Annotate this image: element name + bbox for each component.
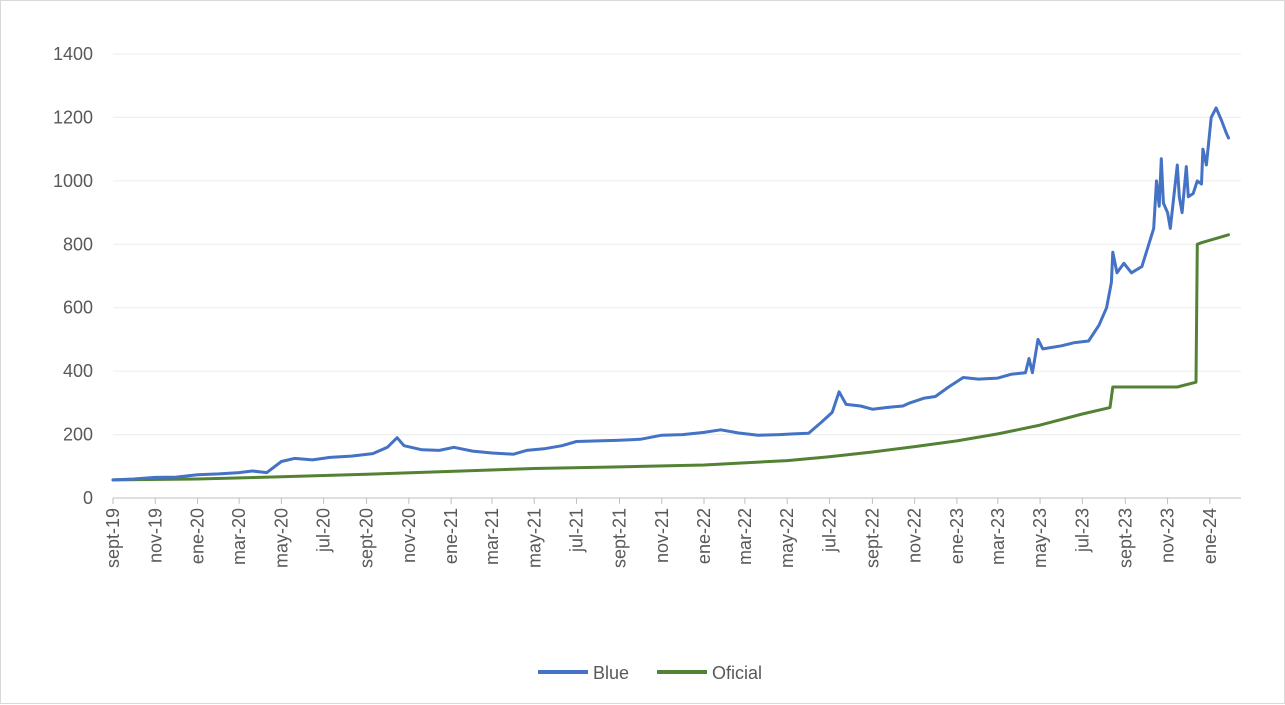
y-tick-label: 1000 — [53, 171, 93, 191]
x-tick-label: ene-22 — [694, 508, 714, 564]
x-tick-label: nov-21 — [652, 508, 672, 563]
x-tick-label: nov-20 — [399, 508, 419, 563]
y-tick-label: 600 — [63, 298, 93, 318]
x-tick-label: ene-24 — [1200, 508, 1220, 564]
y-tick-label: 800 — [63, 234, 93, 254]
legend-label-oficial: Oficial — [712, 663, 762, 683]
x-tick-label: ene-21 — [441, 508, 461, 564]
x-tick-label: may-23 — [1030, 508, 1050, 568]
series-line-oficial — [111, 233, 1230, 482]
y-tick-label: 400 — [63, 361, 93, 381]
legend: Blue Oficial — [538, 663, 762, 683]
x-tick-label: jul-22 — [819, 508, 839, 553]
x-tick-label: nov-19 — [145, 508, 165, 563]
x-tick-label: mar-20 — [229, 508, 249, 565]
x-tick-label: may-20 — [271, 508, 291, 568]
y-tick-label: 1400 — [53, 44, 93, 64]
x-tick-label: nov-23 — [1158, 508, 1178, 563]
x-tick-label: may-21 — [524, 508, 544, 568]
x-tick-label: jul-20 — [314, 508, 334, 553]
x-tick-label: sept-21 — [609, 508, 629, 568]
x-tick-label: may-22 — [777, 508, 797, 568]
legend-label-blue: Blue — [593, 663, 629, 683]
x-tick-label: sept-22 — [862, 508, 882, 568]
x-tick-label: nov-22 — [905, 508, 925, 563]
y-tick-label: 0 — [83, 488, 93, 508]
x-tick-label: jul-21 — [567, 508, 587, 553]
x-tick-label: sept-20 — [357, 508, 377, 568]
x-tick-label: sept-19 — [103, 508, 123, 568]
gridlines — [113, 53, 1241, 436]
axes: 0 200 400 600 800 1000 1200 1400 sept-19 nov-19 en… — [53, 44, 1241, 568]
x-tick-label: mar-23 — [988, 508, 1008, 565]
x-tick-label: sept-23 — [1115, 508, 1135, 568]
x-tick-label: mar-21 — [482, 508, 502, 565]
y-tick-label: 200 — [63, 425, 93, 445]
x-tick-label: ene-20 — [188, 508, 208, 564]
x-tick-label: ene-23 — [947, 508, 967, 564]
x-tick-label: jul-23 — [1072, 508, 1092, 553]
series-lines — [111, 106, 1230, 482]
series-line-blue — [111, 106, 1230, 482]
y-tick-label: 1200 — [53, 107, 93, 127]
x-tick-label: mar-22 — [735, 508, 755, 565]
